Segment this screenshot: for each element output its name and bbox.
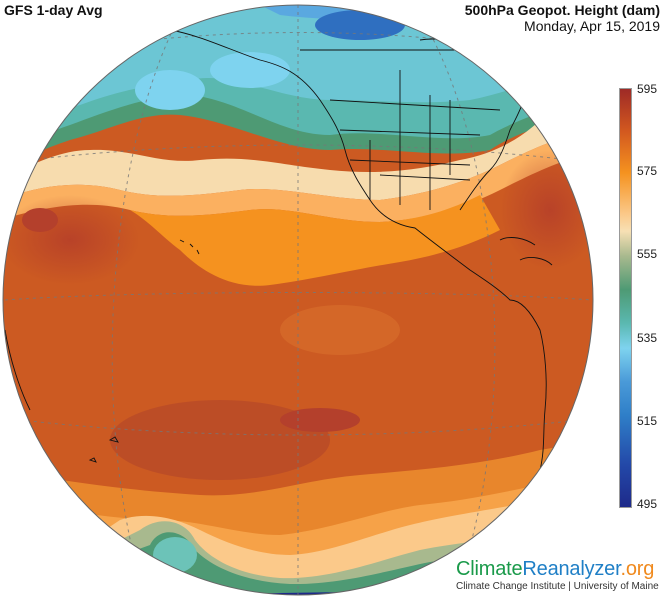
title-block: 500hPa Geopot. Height (dam) Monday, Apr … <box>465 2 660 35</box>
colorbar-tick-555: 555 <box>637 247 658 261</box>
colorbar-tick-515: 515 <box>637 414 658 428</box>
logo-reanalyzer: Reanalyzer <box>522 558 621 580</box>
date-label: Monday, Apr 15, 2019 <box>524 18 660 34</box>
colorbar-tick-495: 495 <box>637 497 658 511</box>
globe-map <box>2 4 594 596</box>
logo-org: .org <box>620 558 655 580</box>
colorbar-tick-535: 535 <box>637 331 658 345</box>
model-title: GFS 1-day Avg <box>4 2 103 18</box>
colorbar-tick-575: 575 <box>637 164 658 178</box>
variable-title: 500hPa Geopot. Height (dam) <box>464 2 660 18</box>
colorbar <box>619 88 632 508</box>
climate-reanalyzer-logo[interactable]: ClimateReanalyzer.org Climate Change Ins… <box>456 558 659 592</box>
logo-climate: Climate <box>456 558 523 580</box>
colorbar-tick-595: 595 <box>637 82 658 96</box>
logo-subtitle: Climate Change Institute | University of… <box>456 581 659 592</box>
